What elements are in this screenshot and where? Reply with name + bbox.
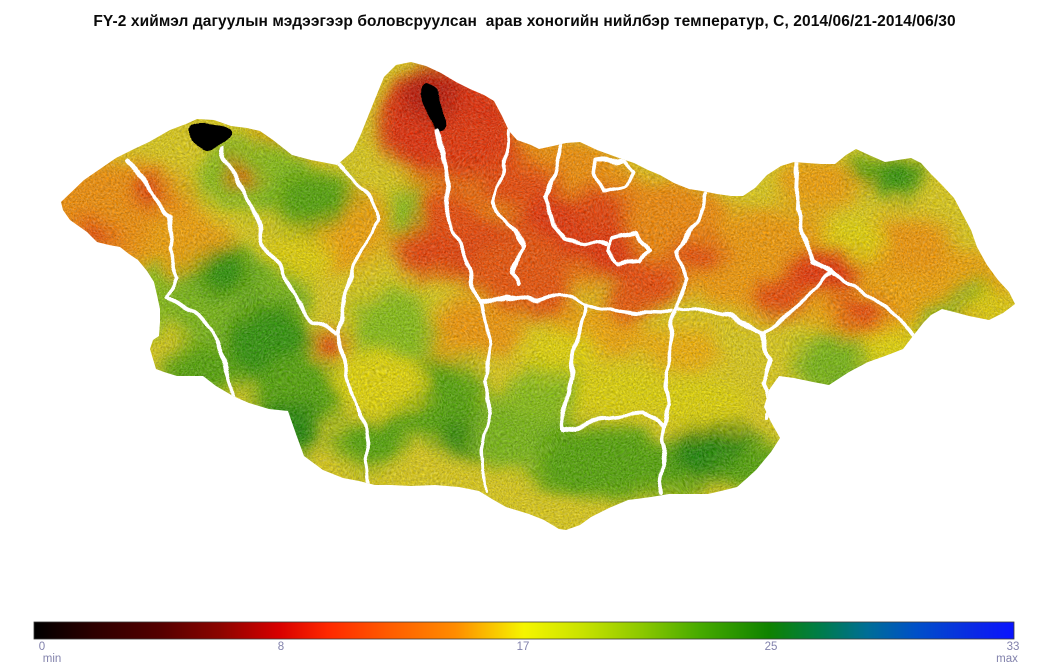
colorbar-tick-0: 0 [38,641,46,653]
colorbar-tick-25: 25 [764,641,778,653]
colorbar-tick-33: 33 [1006,641,1020,653]
map-title: FY-2 хиймэл дагуулын мэдээгээр боловсруу… [93,13,956,30]
colorbar-min-label: min [42,653,62,665]
khovsgol-lake [426,83,443,132]
darkhan-enclave-boundary [594,158,635,198]
colorbar [33,621,1015,640]
colorbar-max-label: max [996,653,1018,665]
colorbar-tick-17: 17 [516,641,530,653]
ulaanbaatar-enclave-boundary [608,231,658,265]
uvs-lake [185,127,231,153]
colorbar-tick-8: 8 [277,641,285,653]
